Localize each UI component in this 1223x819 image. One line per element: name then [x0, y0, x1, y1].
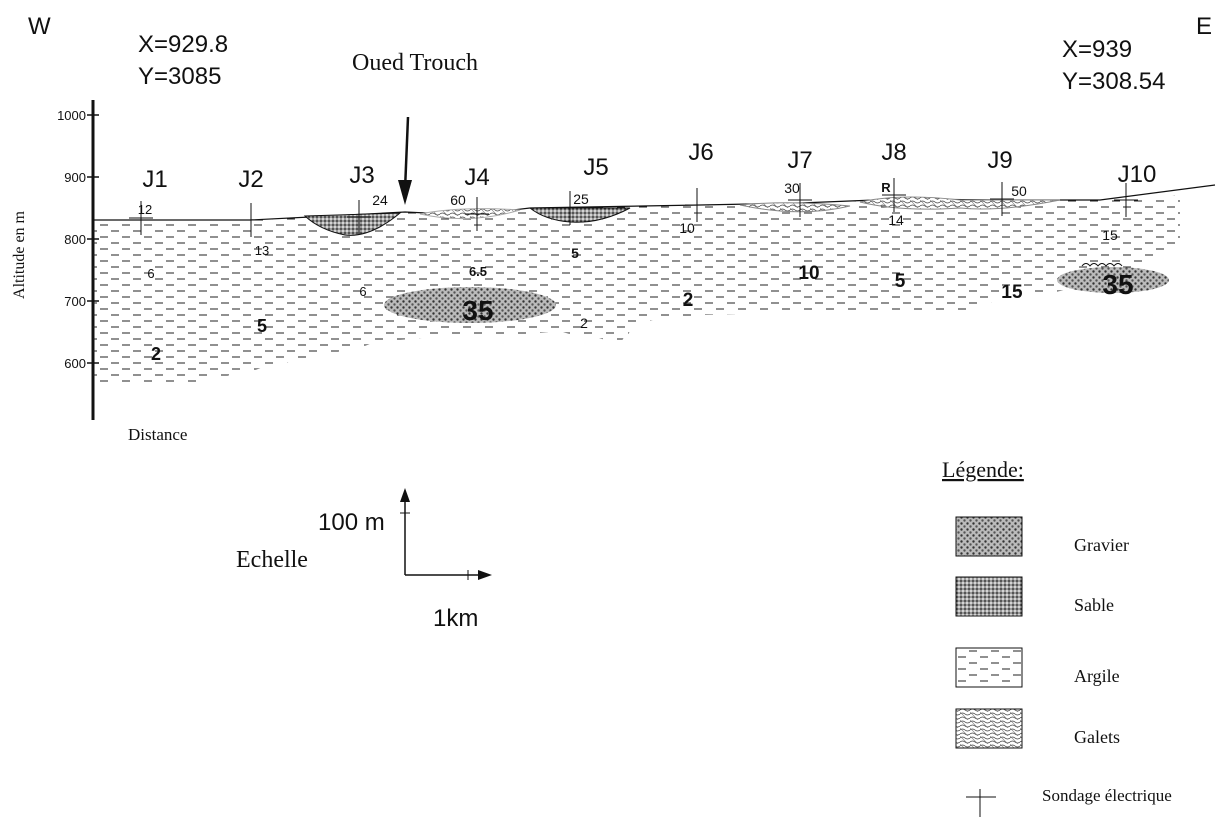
- distance-label: Distance: [128, 425, 187, 444]
- axis-tick-label: 900: [64, 170, 86, 185]
- scale-arrow: [400, 488, 410, 502]
- resistivity-label: 35: [462, 295, 493, 326]
- resistivity-label: 15: [1102, 227, 1118, 243]
- axis-label: Altitude en m: [11, 210, 28, 299]
- resistivity-label: 5: [257, 316, 267, 336]
- resistivity-label: 14: [888, 212, 904, 228]
- west-label: W: [28, 13, 51, 40]
- legend-swatch: [956, 709, 1022, 748]
- sounding-label: J7: [787, 147, 812, 174]
- scale-horizontal-label: 1km: [433, 605, 478, 632]
- sounding-label: J10: [1118, 161, 1157, 188]
- resistivity-label: 5: [895, 271, 906, 292]
- resistivity-label: 2: [151, 344, 161, 364]
- resistivity-label: 10: [798, 263, 819, 284]
- resistivity-label: 60: [450, 192, 466, 208]
- sounding-label: J2: [238, 166, 263, 193]
- legend-label: Gravier: [1074, 535, 1129, 555]
- sounding-label: J8: [881, 139, 906, 166]
- resistivity-label: 50: [1011, 183, 1027, 199]
- legend-title: Légende:: [942, 457, 1024, 482]
- resistivity-label: 5: [571, 245, 579, 261]
- end-x: X=939: [1062, 36, 1132, 63]
- resistivity-label: 6: [359, 284, 366, 299]
- scale-arrow: [478, 570, 492, 580]
- river-name: Oued Trouch: [352, 50, 478, 76]
- sounding-label: J9: [987, 147, 1012, 174]
- start-y: Y=3085: [138, 63, 221, 90]
- resistivity-label: 24: [372, 192, 388, 208]
- resistivity-label: 6: [147, 266, 154, 281]
- legend-swatch: [956, 517, 1022, 556]
- resistivity-label: 2: [580, 315, 588, 331]
- legend-label: Sable: [1074, 595, 1114, 615]
- axis-tick-label: 800: [64, 232, 86, 247]
- sounding-label: J3: [349, 162, 374, 189]
- resistivity-label: 15: [1001, 282, 1023, 303]
- cross-section: W E X=929.8 Y=3085 X=939 Y=308.54 Oued T…: [0, 0, 1223, 819]
- start-x: X=929.8: [138, 31, 228, 58]
- sounding-label: J5: [583, 154, 608, 181]
- scale-vertical-label: 100 m: [318, 509, 385, 536]
- resistivity-label: 12: [138, 202, 152, 217]
- axis-tick-label: 600: [64, 356, 86, 371]
- end-y: Y=308.54: [1062, 68, 1165, 95]
- legend: Gravier Sable Argile Galets Sondage électriq…: [956, 517, 1172, 817]
- legend-swatch: [956, 577, 1022, 616]
- sounding-label: J6: [688, 139, 713, 166]
- resistivity-label: 30: [784, 180, 800, 196]
- legend-label: Galets: [1074, 727, 1120, 747]
- river-arrow-head: [398, 180, 412, 205]
- east-label: E: [1196, 13, 1212, 40]
- resistivity-label: 10: [679, 220, 695, 236]
- scale-title: Echelle: [236, 547, 308, 573]
- legend-label: Argile: [1074, 666, 1120, 686]
- axis-tick-label: 1000: [57, 108, 86, 123]
- axis-tick-label: 700: [64, 294, 86, 309]
- resistivity-label: 13: [255, 243, 269, 258]
- river-arrow: [405, 117, 408, 190]
- legend-label: Sondage électrique: [1042, 786, 1172, 805]
- sounding-label: J1: [142, 166, 167, 193]
- sounding-label: J4: [464, 164, 489, 191]
- resistivity-label: 25: [573, 191, 589, 207]
- legend-swatch: [956, 648, 1022, 687]
- resistivity-label: 6.5: [469, 264, 487, 279]
- resistivity-label: 2: [683, 290, 694, 311]
- resistivity-label: 35: [1102, 269, 1133, 300]
- resistivity-label: R: [881, 180, 891, 195]
